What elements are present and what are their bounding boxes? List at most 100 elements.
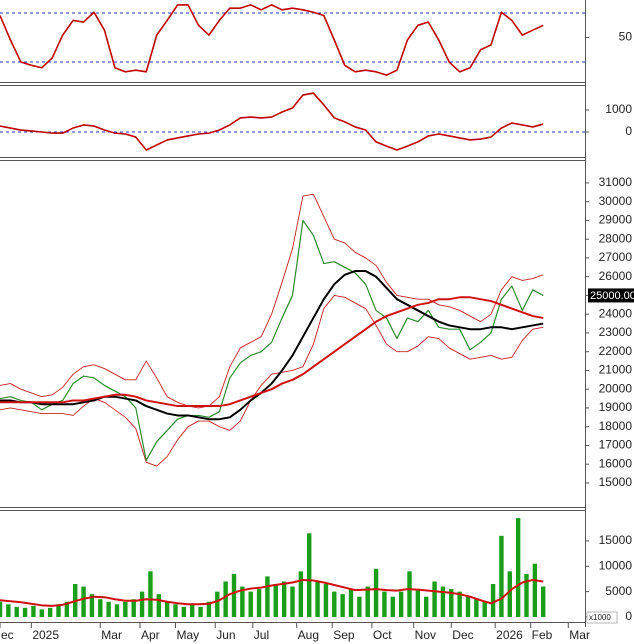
volume-bar [123, 601, 128, 617]
x-tick-label: Mar [101, 628, 122, 642]
volume-bar [248, 591, 253, 617]
panel [0, 518, 546, 617]
volume-bar [14, 606, 19, 617]
volume-bar [499, 535, 504, 617]
x-tick-label: May [177, 628, 200, 642]
y-tick-label: 31000 [599, 175, 633, 189]
volume-bar [164, 601, 170, 617]
volume-bar [440, 586, 446, 617]
y-tick-label: 21000 [599, 363, 633, 377]
y-tick-label: 27000 [599, 250, 633, 264]
volume-bar [532, 563, 538, 617]
volume-bar [106, 601, 111, 617]
volume-bar [424, 596, 429, 617]
volume-bar [298, 571, 304, 617]
series-line [0, 193, 544, 409]
volume-bar [357, 596, 362, 617]
y-tick-label: 16000 [599, 456, 633, 470]
y-tick-label: 18000 [599, 419, 633, 433]
volume-bar [415, 589, 421, 617]
y-tick-label: 50 [619, 30, 633, 44]
y-tick-label: 15000 [599, 533, 633, 547]
volume-bar [474, 599, 479, 617]
volume-bar [231, 573, 237, 617]
volume-bar [382, 591, 387, 617]
volume-bar [365, 586, 370, 617]
volume-bar [215, 591, 220, 617]
y-tick-label: 19000 [599, 400, 633, 414]
volume-bar [524, 573, 529, 617]
volume-bar [81, 586, 86, 617]
series-line [0, 296, 544, 408]
volume-bar [507, 571, 512, 617]
volume-bar [307, 533, 312, 617]
last-price-box [588, 288, 634, 303]
volume-bar [39, 609, 44, 617]
volume-bar [223, 581, 228, 617]
x-tick-label: Aug [298, 628, 319, 642]
volume-bar [89, 594, 95, 617]
y-tick-label: 30000 [599, 194, 633, 208]
panel [0, 193, 544, 467]
x-tick-label: Mar [569, 628, 590, 642]
volume-bar [340, 594, 345, 617]
volume-bar [114, 604, 120, 617]
last-price-label: 25000.00 [590, 290, 634, 302]
y-tick-label: 23000 [599, 325, 633, 339]
y-tick-label: 10000 [599, 558, 633, 572]
volume-bar [0, 601, 3, 617]
x-tick-label: 2025 [32, 628, 59, 642]
volume-bar [490, 584, 496, 617]
x-tick-label: Dec [452, 628, 473, 642]
volume-bar [22, 607, 28, 617]
volume-bar [6, 604, 11, 617]
volume-bar [515, 518, 521, 617]
volume-bar [47, 607, 53, 617]
volume-bar [315, 581, 320, 617]
volume-bar [273, 584, 278, 617]
volume-bar [256, 589, 262, 617]
volume-bar [198, 606, 203, 617]
x-tick-label: Apr [141, 628, 160, 642]
volume-bar [173, 604, 178, 617]
volume-bar [465, 596, 471, 617]
series-line [0, 219, 544, 462]
series-line [0, 270, 544, 421]
volume-bar [457, 591, 462, 617]
volume-bar [31, 605, 36, 617]
y-tick-label: 1000 [605, 102, 632, 116]
unit-label: x1000 [589, 613, 611, 622]
volume-bar [181, 606, 187, 617]
x-tick-label: Jul [254, 628, 269, 642]
y-tick-label: 29000 [599, 213, 633, 227]
series-line [0, 92, 544, 151]
volume-bar [148, 571, 153, 617]
series-line [0, 4, 544, 76]
x-tick-label: Sep [333, 628, 355, 642]
x-tick-label: ec [1, 628, 14, 642]
panel [0, 4, 585, 76]
volume-bar [332, 591, 337, 617]
volume-bar [64, 601, 70, 617]
y-tick-label: 15000 [599, 475, 633, 489]
x-tick-label: Feb [532, 628, 553, 642]
volume-bar [541, 586, 546, 617]
volume-bar [281, 581, 287, 617]
panel [0, 92, 585, 151]
volume-bar [290, 586, 295, 617]
x-tick-label: 2026 [496, 628, 523, 642]
y-tick-label: 28000 [599, 231, 633, 245]
volume-bar [323, 584, 329, 617]
volume-bar [373, 568, 379, 617]
volume-bar [206, 601, 212, 617]
x-tick-label: Jun [216, 628, 235, 642]
y-tick-label: 0 [625, 124, 632, 138]
y-tick-label: 22000 [599, 344, 633, 358]
volume-bar [240, 586, 245, 617]
y-tick-label: 5000 [605, 584, 632, 598]
volume-bar [98, 599, 103, 617]
volume-bar [265, 576, 270, 617]
y-tick-label: 26000 [599, 269, 633, 283]
